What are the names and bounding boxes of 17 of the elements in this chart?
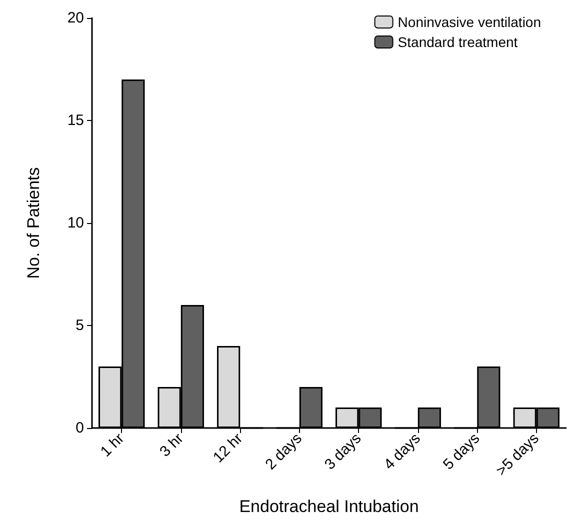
y-tick-label: 0 — [76, 420, 84, 436]
x-tick-label: 12 hr — [210, 430, 246, 466]
y-tick-label: 20 — [67, 10, 84, 26]
x-tick-label: 5 days — [440, 430, 484, 474]
y-tick-label: 15 — [67, 112, 84, 129]
x-tick-label: 2 days — [262, 430, 306, 474]
x-axis-title: Endotracheal Intubation — [239, 497, 419, 516]
legend-label: Standard treatment — [398, 34, 518, 50]
y-axis-title: No. of Patients — [24, 167, 43, 279]
x-tick-label: 4 days — [380, 430, 424, 474]
x-tick-label: >5 days — [492, 430, 542, 480]
x-tick-label: 3 days — [321, 430, 365, 474]
legend-label: Noninvasive ventilation — [398, 14, 542, 30]
y-tick-label: 10 — [67, 214, 84, 232]
x-tick-label: 3 hr — [156, 430, 187, 460]
x-tick-label: 1 hr — [97, 430, 128, 460]
y-tick-label: 5 — [76, 317, 84, 334]
